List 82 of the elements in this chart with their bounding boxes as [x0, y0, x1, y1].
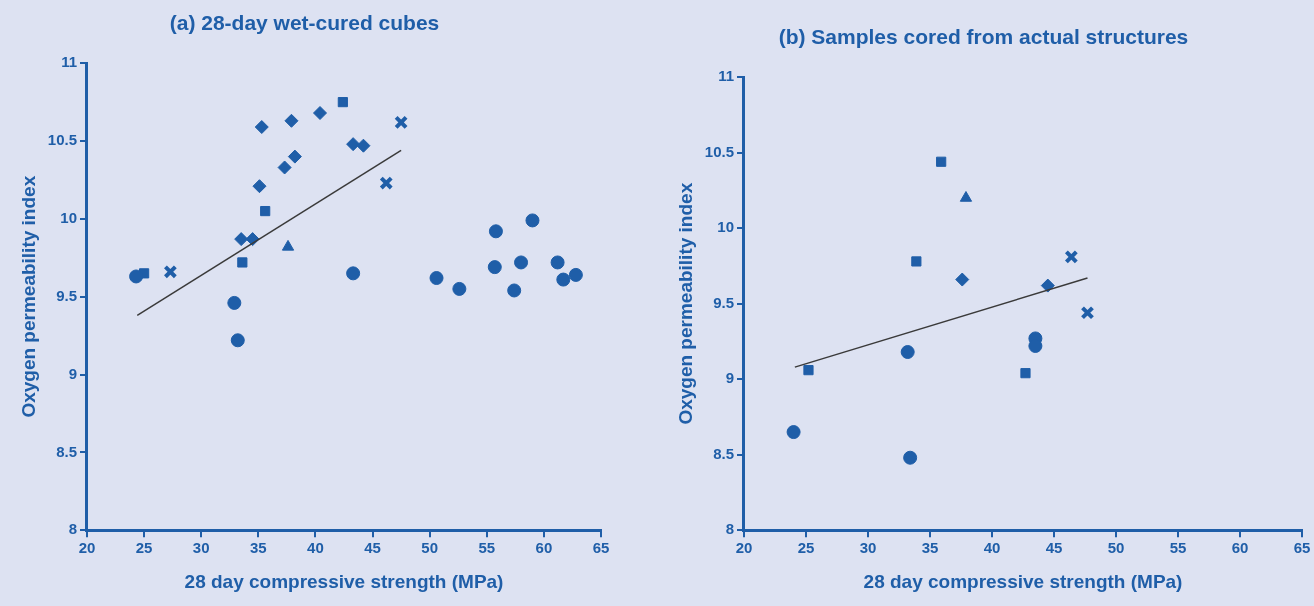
point: [129, 269, 144, 284]
point: [507, 283, 522, 298]
point: [786, 425, 801, 440]
x-tick-label: 65: [592, 539, 610, 557]
x-tick-label: 40: [307, 539, 324, 557]
point: [1080, 305, 1095, 320]
point: [803, 365, 814, 376]
point: [394, 115, 409, 130]
point: [346, 137, 361, 152]
point: [556, 272, 571, 287]
point: [1020, 368, 1031, 379]
x-tick-label: 30: [192, 539, 210, 557]
y-tick-label: 8: [68, 520, 77, 538]
point: [955, 272, 970, 287]
y-axis-title: Oxygen permeability index: [17, 175, 39, 418]
point: [525, 213, 540, 228]
point: [936, 156, 947, 167]
x-tick-label: 40: [983, 539, 1001, 557]
x-tick-label: 50: [1107, 539, 1125, 557]
y-axis-title: Oxygen permeability index: [674, 182, 696, 425]
x-tick-label: 20: [78, 539, 96, 557]
point: [287, 149, 302, 164]
point: [488, 224, 503, 239]
point: [313, 106, 328, 121]
point: [356, 138, 371, 153]
x-tick-label: 35: [921, 539, 939, 557]
point: [230, 333, 245, 348]
y-tick-label: 8.5: [713, 444, 734, 462]
point: [959, 191, 973, 202]
x-tick-label: 55: [478, 539, 496, 557]
y-tick-label: 8: [725, 520, 734, 538]
point: [163, 264, 178, 279]
x-tick-label: 45: [1045, 539, 1063, 557]
x-tick-label: 30: [859, 539, 877, 557]
point: [379, 176, 394, 191]
x-tick-label: 60: [1231, 539, 1249, 557]
point: [568, 267, 583, 282]
x-tick-label: 25: [135, 539, 153, 557]
point: [284, 113, 299, 128]
y-tick-label: 9: [725, 369, 734, 387]
point: [260, 205, 271, 217]
x-tick-label: 20: [735, 539, 753, 557]
y-tick-label: 10.5: [47, 131, 77, 149]
x-tick-label: 45: [364, 539, 381, 557]
y-tick-label: 11: [61, 53, 77, 71]
x-axis-title: 28 day compressive strength (MPa): [184, 570, 504, 592]
point: [252, 179, 267, 194]
x-axis-title: 28 day compressive strength (MPa): [863, 570, 1183, 592]
x-tick-label: 35: [249, 539, 267, 557]
point: [429, 271, 444, 286]
point: [900, 345, 915, 360]
y-tick-label: 8.5: [56, 442, 77, 460]
point: [1040, 278, 1055, 293]
point: [254, 120, 269, 135]
point: [903, 450, 918, 465]
y-tick-label: 10: [717, 218, 734, 236]
point: [227, 295, 242, 310]
point: [237, 257, 248, 268]
point: [346, 266, 361, 281]
point: [234, 232, 249, 247]
point: [281, 239, 295, 251]
chart-title: (b) Samples cored from actual structures: [778, 25, 1189, 49]
y-tick-label: 9: [68, 364, 77, 382]
point: [277, 160, 292, 175]
y-tick-label: 11: [718, 67, 734, 85]
point: [514, 255, 529, 270]
x-tick-label: 25: [797, 539, 815, 557]
y-tick-label: 9.5: [713, 293, 734, 311]
x-tick-label: 60: [535, 539, 553, 557]
x-tick-label: 55: [1169, 539, 1187, 557]
point: [487, 260, 502, 275]
point: [911, 256, 922, 267]
point: [1064, 249, 1079, 264]
point: [337, 97, 348, 108]
x-tick-label: 50: [421, 539, 439, 557]
chart-title: (a) 28-day wet-cured cubes: [169, 11, 440, 35]
y-tick-label: 9.5: [56, 286, 77, 304]
y-tick-label: 10.5: [704, 142, 734, 160]
y-tick-label: 10: [60, 209, 77, 227]
point: [452, 281, 467, 296]
point: [550, 255, 565, 270]
x-tick-label: 65: [1293, 539, 1311, 557]
